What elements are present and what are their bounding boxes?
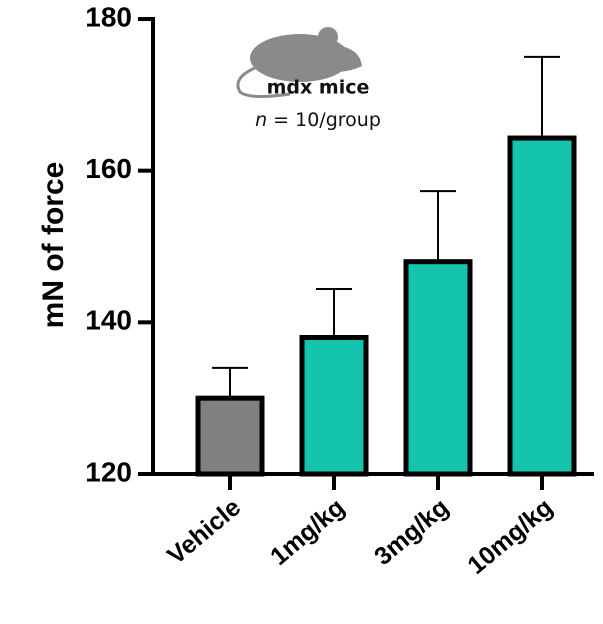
y-axis-label: mN of force xyxy=(37,162,70,329)
annotation-title: mdx mice xyxy=(267,77,370,99)
bar xyxy=(302,338,366,475)
y-tick-label: 160 xyxy=(85,153,132,184)
bar xyxy=(198,398,262,474)
annotation-n: n = 10/group xyxy=(255,109,381,131)
x-tick-label: 1mg/kg xyxy=(265,493,350,571)
x-tick-label: Vehicle xyxy=(162,493,246,570)
x-tick-label: 3mg/kg xyxy=(369,493,454,571)
bar xyxy=(510,138,574,474)
bar xyxy=(406,262,470,474)
y-tick-label: 180 xyxy=(85,1,132,32)
n-text: = 10/group xyxy=(273,109,381,131)
x-tick-label: 10mg/kg xyxy=(462,493,558,580)
y-tick-label: 120 xyxy=(85,456,132,487)
n-symbol: n xyxy=(255,109,267,131)
chart: mN of force mdx mice n = 10/group 120 140… xyxy=(0,0,603,624)
y-tick-label: 140 xyxy=(85,305,132,336)
